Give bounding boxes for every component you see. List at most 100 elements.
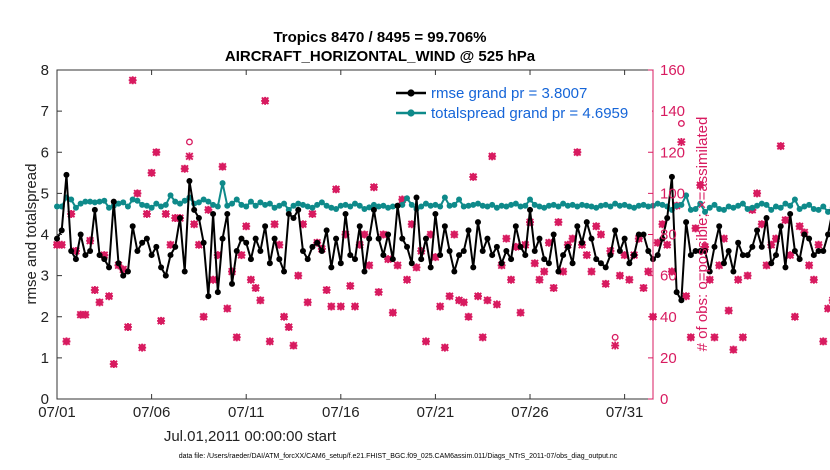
rmse-point: [243, 239, 250, 246]
rmse-point: [711, 243, 718, 250]
rmse-point: [318, 247, 325, 254]
rmse-point: [219, 235, 226, 242]
totalspread-point: [87, 198, 94, 205]
totalspread-point: [527, 196, 534, 203]
obs-assimilated-point: [393, 261, 402, 270]
y2-tick-label: 120: [660, 144, 685, 161]
totalspread-point: [139, 201, 146, 208]
totalspread-point: [252, 202, 259, 209]
totalspread-point: [167, 192, 174, 199]
obs-assimilated-point: [734, 275, 743, 284]
rmse-point: [205, 293, 212, 300]
totalspread-point: [772, 203, 779, 210]
y-tick-label: 3: [41, 268, 49, 285]
totalspread-point: [460, 203, 467, 210]
rmse-point: [716, 223, 723, 230]
totalspread-point: [545, 202, 552, 209]
rmse-point: [602, 264, 609, 271]
rmse-point: [536, 235, 543, 242]
rmse-point: [588, 235, 595, 242]
rmse-point: [295, 206, 302, 213]
legend-rmse-label: rmse grand pr = 3.8007: [431, 85, 587, 102]
obs-assimilated-point: [601, 279, 610, 288]
rmse-point: [323, 227, 330, 234]
totalspread-point: [361, 206, 368, 213]
rmse-point: [342, 210, 349, 217]
rmse-point: [389, 256, 396, 263]
obs-assimilated-point: [242, 222, 251, 231]
rmse-point: [356, 223, 363, 230]
obs-assimilated-point: [360, 230, 369, 239]
totalspread-point: [54, 203, 60, 210]
rmse-point: [806, 235, 813, 242]
rmse-point: [380, 252, 387, 259]
rmse-point: [68, 247, 75, 254]
rmse-point: [791, 247, 798, 254]
obs-assimilated-point: [265, 337, 274, 346]
rmse-point: [569, 260, 576, 267]
totalspread-point: [82, 198, 89, 205]
rmse-point: [158, 264, 165, 271]
totalspread-point: [749, 204, 756, 211]
rmse-point: [247, 256, 254, 263]
totalspread-point: [101, 197, 108, 204]
totalspread-point: [569, 201, 576, 208]
y-tick-label: 2: [41, 309, 49, 326]
obs-assimilated-point: [639, 283, 648, 292]
rmse-point: [285, 210, 292, 217]
rmse-point: [437, 252, 444, 259]
totalspread-point: [290, 202, 297, 209]
totalspread-point: [129, 196, 136, 203]
totalspread-point: [224, 202, 231, 209]
totalspread-point: [508, 201, 515, 208]
rmse-point: [597, 260, 604, 267]
obs-assimilated-point: [781, 216, 790, 225]
totalspread-point: [602, 201, 609, 208]
rmse-point: [281, 268, 288, 275]
totalspread-point: [825, 208, 830, 215]
obs-assimilated-point: [587, 267, 596, 276]
obs-assimilated-point: [724, 306, 733, 315]
rmse-point: [479, 247, 486, 254]
rmse-point: [782, 264, 789, 271]
obs-assimilated-point: [771, 234, 780, 243]
obs-assimilated-point: [133, 189, 142, 198]
rmse-point: [668, 173, 675, 180]
rmse-point: [233, 247, 240, 254]
obs-assimilated-point: [568, 234, 577, 243]
rmse-point: [484, 235, 491, 242]
obs-assimilated-point: [445, 292, 454, 301]
totalspread-point: [356, 202, 363, 209]
rmse-point: [172, 243, 179, 250]
obs-assimilated-point: [365, 261, 374, 270]
obs-assimilated-point: [332, 185, 341, 194]
y2-axis-label: # of obs: o=possible; ×=assimilated: [694, 117, 711, 352]
y2-tick-label: 160: [660, 62, 685, 79]
rmse-point: [266, 260, 273, 267]
y-tick-label: 0: [41, 391, 49, 408]
rmse-point: [181, 268, 188, 275]
totalspread-point: [366, 204, 373, 211]
obs-assimilated-point: [294, 271, 303, 280]
totalspread-point: [574, 203, 581, 210]
totalspread-point: [702, 208, 709, 215]
totalspread-point: [541, 204, 548, 211]
rmse-point: [309, 243, 316, 250]
totalspread-point: [739, 200, 746, 207]
totalspread-point: [318, 199, 325, 206]
totalspread-point: [143, 202, 150, 209]
totalspread-point: [493, 204, 500, 211]
rmse-point: [820, 247, 827, 254]
obs-assimilated-point: [384, 255, 393, 264]
obs-assimilated-point: [369, 183, 378, 192]
rmse-point: [659, 235, 666, 242]
obs-assimilated-point: [407, 220, 416, 229]
rmse-point: [493, 243, 500, 250]
rmse-point: [72, 256, 79, 263]
rmse-point: [134, 247, 141, 254]
rmse-point: [290, 215, 297, 222]
totalspread-point: [285, 206, 292, 213]
y2-tick-label: 20: [660, 350, 677, 367]
rmse-point: [470, 264, 477, 271]
